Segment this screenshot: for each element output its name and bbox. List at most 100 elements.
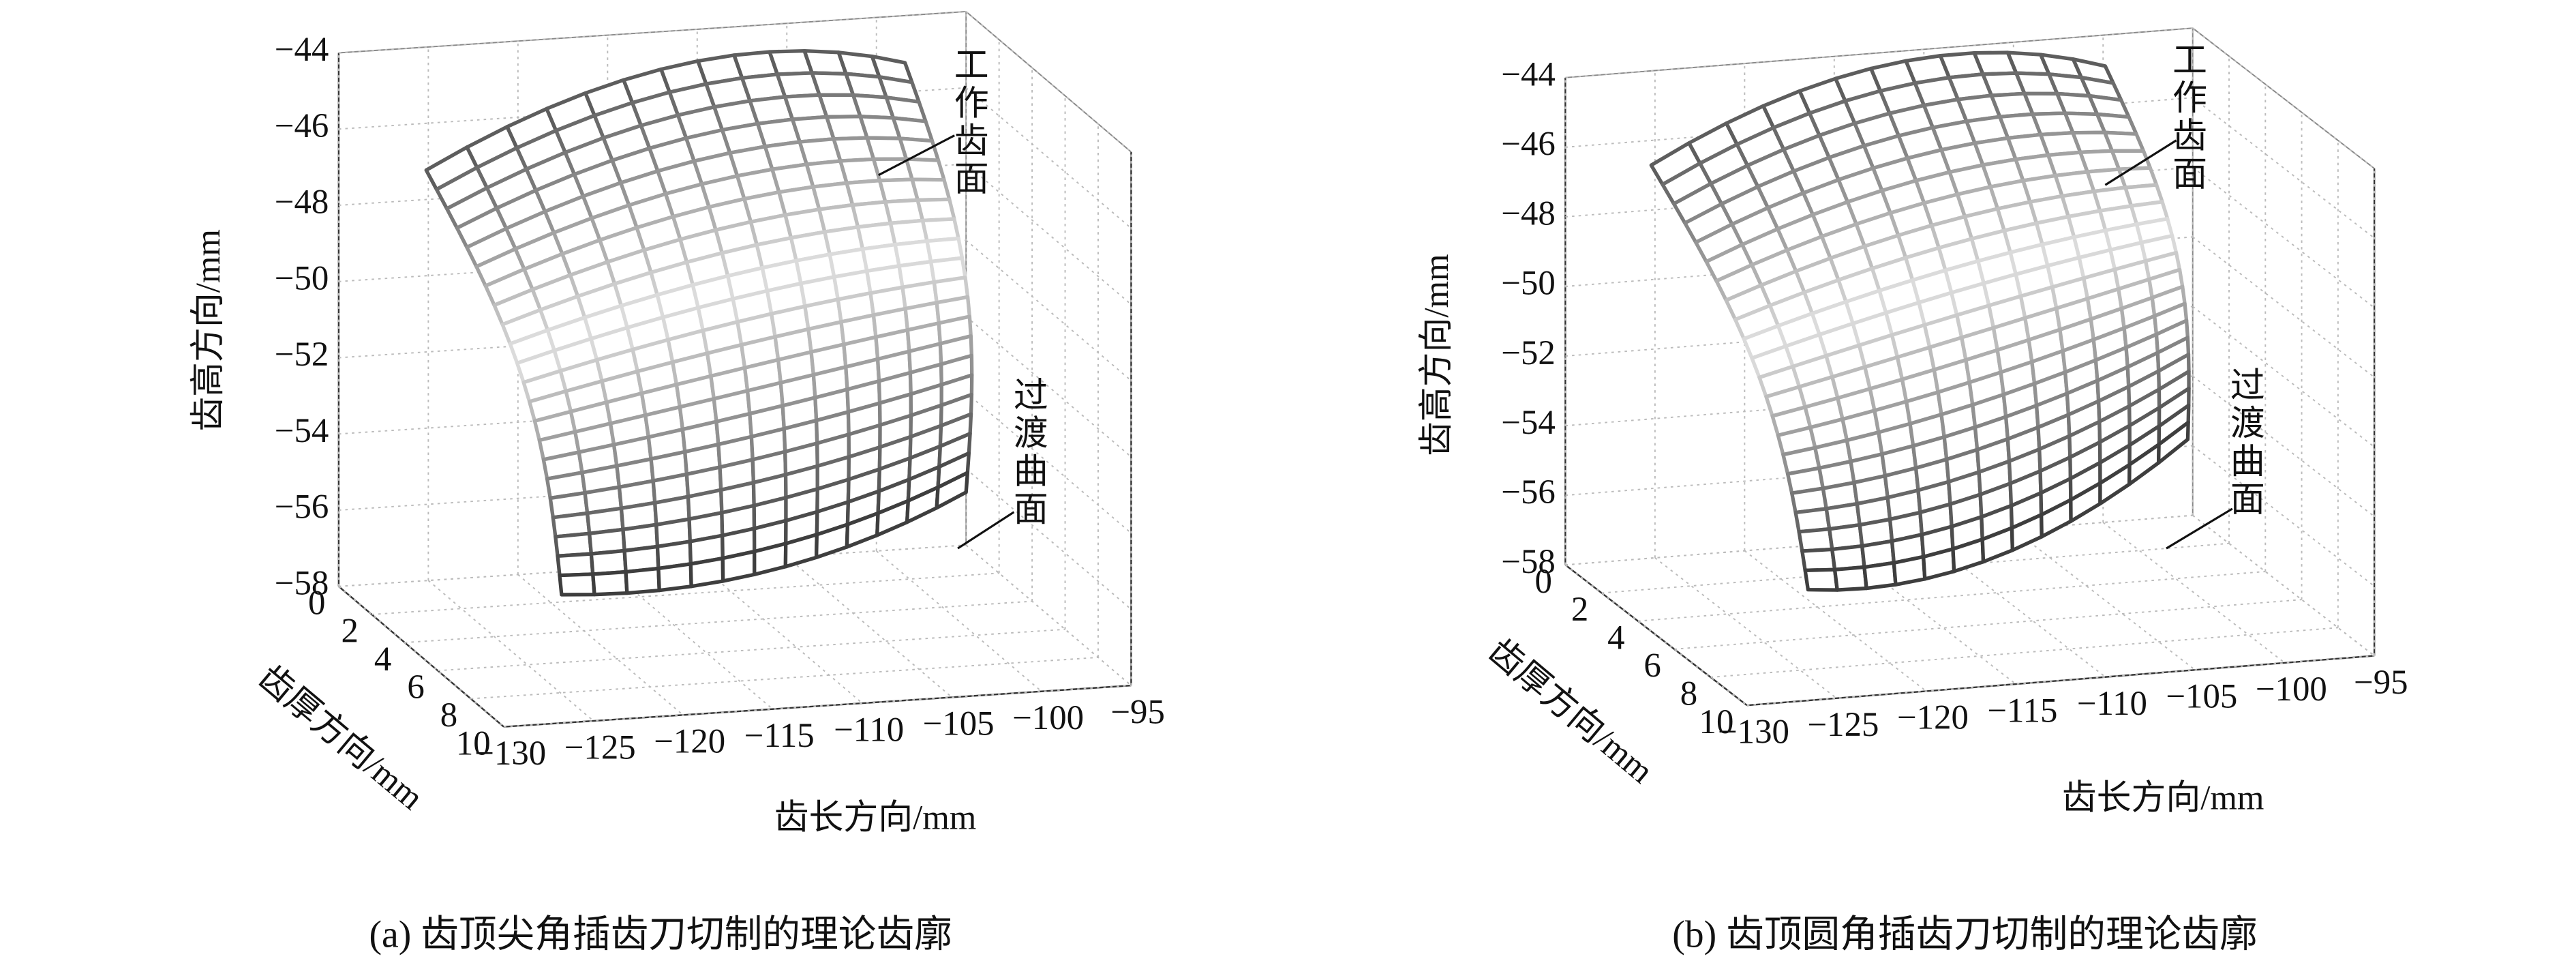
grid-line	[2192, 375, 2375, 518]
z-axis-label: 齿高方向/mm	[1418, 254, 1456, 456]
surface-cell	[591, 569, 629, 597]
grid-line	[697, 562, 863, 704]
grid-line	[2192, 97, 2375, 239]
surface-cell	[558, 572, 596, 597]
x-tick-label: −100	[2256, 670, 2327, 709]
z-tick-label: −48	[1501, 195, 1556, 233]
caption: (b) 齿顶圆角插齿刀切制的理论齿廓	[1672, 913, 2257, 955]
leader-line	[2104, 139, 2177, 186]
x-tick-label: −120	[1897, 699, 1969, 737]
x-tick-label: −130	[1718, 713, 1789, 751]
z-tick-label: −54	[275, 412, 329, 450]
grid-line	[338, 10, 967, 54]
surface-cell	[1832, 565, 1868, 592]
surface-cell	[1862, 561, 1898, 591]
z-tick-label: −46	[1501, 125, 1556, 164]
grid-line	[2192, 166, 2375, 308]
annotation: 工作齿面	[948, 46, 988, 198]
surface-cell	[656, 562, 693, 593]
z-tick-label: −52	[275, 336, 329, 374]
annotation: 过渡曲面	[2224, 367, 2264, 519]
y-tick-label: 4	[1607, 619, 1624, 657]
x-tick-label: −95	[2354, 664, 2408, 702]
surface-cell	[688, 556, 725, 589]
grid-line	[965, 11, 1132, 153]
y-tick-label: 10	[1699, 703, 1734, 741]
y-tick-label: 2	[1571, 591, 1588, 629]
z-tick-label: −58	[275, 564, 329, 602]
grid-line	[1637, 571, 2266, 622]
surface-plot: −58 −56 −54 −52 −50 −48 −46 −44 −130 −125 −120 −115…	[1418, 27, 2408, 955]
grid-line	[965, 468, 1132, 610]
caption: (a) 齿顶尖角插齿刀切制的理论齿廓	[369, 913, 952, 955]
grid-line	[427, 580, 594, 722]
leader-line	[878, 134, 955, 177]
grid-line	[1710, 627, 2338, 678]
annotation: 过渡曲面	[1007, 376, 1047, 529]
grid-line	[2192, 514, 2375, 657]
surface-cell	[910, 177, 952, 202]
axis-line	[1564, 564, 1748, 707]
y-tick-label: 8	[440, 696, 457, 735]
box-edge	[2192, 27, 2375, 169]
y-tick-label: 8	[1680, 675, 1697, 713]
grid-line	[2192, 306, 2375, 448]
grid-line	[965, 316, 1132, 458]
grid-line	[607, 568, 774, 710]
leader-line	[2166, 507, 2233, 550]
y-tick-label: 6	[1643, 647, 1661, 685]
y-tick-label: 10	[456, 724, 491, 762]
box-edge	[965, 11, 1132, 153]
surface-cell	[904, 157, 946, 182]
x-axis-label: 齿长方向/mm	[774, 799, 977, 837]
grid-line	[404, 600, 1033, 644]
y-tick-label: 0	[1535, 563, 1552, 601]
x-tick-label: −110	[834, 711, 904, 749]
surface-cell	[935, 471, 970, 510]
surface-cell	[915, 197, 956, 223]
axis-line	[1746, 655, 2375, 707]
surface-cell	[1803, 567, 1839, 592]
grid-line	[2192, 236, 2375, 379]
z-tick-label: −44	[1501, 56, 1556, 94]
y-axis-label: 齿厚方向/mm	[1481, 632, 1660, 791]
grid-line	[965, 391, 1132, 534]
z-tick-label: −58	[1501, 543, 1556, 581]
surface-cell	[898, 136, 941, 162]
grid-line	[965, 239, 1132, 381]
x-tick-label: −125	[564, 728, 636, 767]
grid-line	[338, 586, 504, 728]
x-tick-label: −115	[744, 717, 815, 755]
grid-line	[965, 87, 1132, 229]
x-tick-label: −105	[2166, 678, 2237, 716]
x-tick-label: −95	[1110, 693, 1165, 731]
z-tick-label: −50	[1501, 265, 1556, 303]
annotation: 工作齿面	[2167, 42, 2207, 194]
y-tick-label: 2	[342, 612, 359, 651]
x-tick-label: −115	[1987, 692, 2057, 730]
x-tick-label: −130	[474, 735, 546, 773]
grid-line	[517, 574, 684, 716]
z-tick-label: −56	[275, 488, 329, 527]
y-tick-label: 6	[407, 668, 424, 707]
grid-line	[470, 656, 1099, 700]
surface-cell	[1797, 527, 1834, 553]
grid-line	[504, 685, 1132, 728]
surface-cell	[624, 566, 661, 595]
x-tick-label: −110	[2077, 685, 2147, 723]
y-tick-label: 4	[374, 640, 391, 679]
surface-cell	[1800, 547, 1837, 573]
z-tick-label: −44	[275, 31, 329, 69]
grid-line	[372, 572, 999, 615]
grid-line	[965, 163, 1132, 306]
z-tick-label: −50	[275, 259, 329, 297]
grid-line	[2013, 529, 2196, 671]
z-axis-label: 齿高方向/mm	[190, 229, 228, 432]
grid-line	[2102, 522, 2286, 664]
z-tick-label: −48	[275, 183, 329, 222]
leader-line	[957, 511, 1015, 550]
surface-cell	[721, 549, 757, 583]
y-axis-label: 齿厚方向/mm	[251, 658, 430, 818]
